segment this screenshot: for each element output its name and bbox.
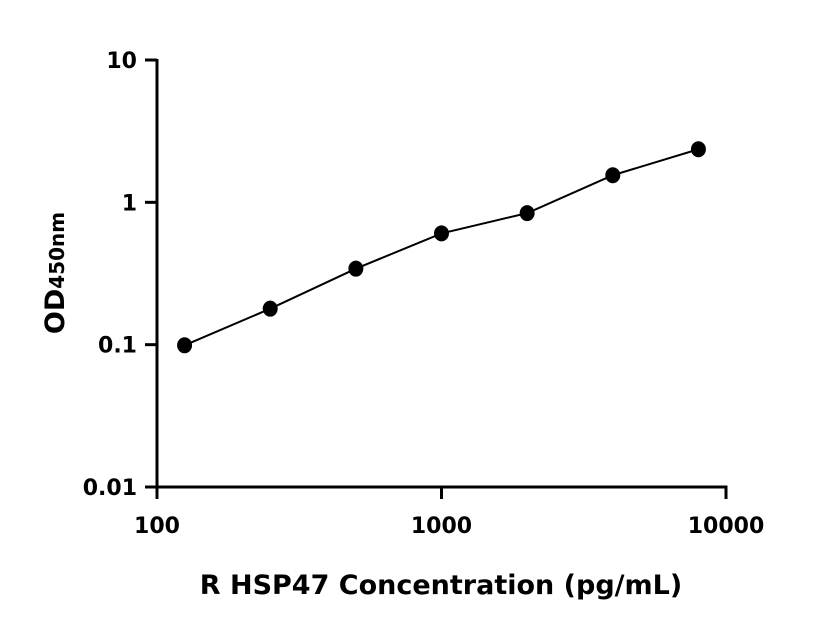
data-point <box>348 260 364 277</box>
fit-line <box>184 148 699 347</box>
y-tick-label: 0.01 <box>83 476 137 501</box>
x-axis-label: R HSP47 Concentration (pg/mL) <box>200 570 682 601</box>
data-point <box>177 337 193 354</box>
y-axis-label-main: OD <box>40 289 71 334</box>
fit-line-group <box>184 148 699 347</box>
data-point <box>690 141 706 158</box>
y-tick-labels: 0.01 0.1 1 10 <box>83 49 137 501</box>
y-tick-label: 10 <box>106 49 137 74</box>
y-tick-label: 1 <box>122 191 137 216</box>
data-point <box>262 300 278 317</box>
y-axis-label-subscript: 450nm <box>45 212 69 289</box>
data-point <box>519 205 535 222</box>
x-tick-label: 10000 <box>688 514 765 539</box>
y-axis-label: OD450nm <box>40 212 71 334</box>
x-tick-label: 100 <box>134 514 180 539</box>
data-points <box>177 141 706 354</box>
y-tick-label: 0.1 <box>98 334 137 359</box>
axes <box>145 58 728 499</box>
x-tick-label: 1000 <box>411 514 472 539</box>
x-tick-labels: 100 1000 10000 <box>134 514 764 539</box>
data-point <box>434 225 449 242</box>
data-point <box>605 167 621 184</box>
